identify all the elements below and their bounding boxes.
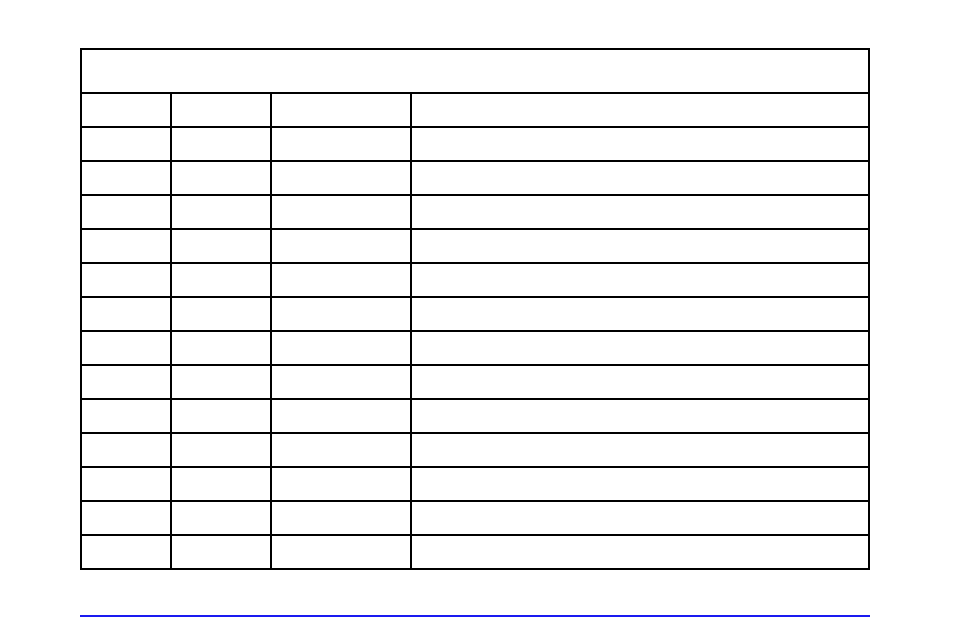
table-cell <box>171 433 271 467</box>
table-cell <box>171 535 271 569</box>
table-row <box>81 93 869 127</box>
table-cell <box>271 433 411 467</box>
table-header-band <box>81 49 869 93</box>
table-row <box>81 195 869 229</box>
table-cell <box>411 127 869 161</box>
table-container <box>80 48 870 570</box>
table-cell <box>171 365 271 399</box>
table-cell <box>171 161 271 195</box>
table-cell <box>171 263 271 297</box>
table-cell <box>411 331 869 365</box>
table-cell <box>81 535 171 569</box>
table-cell <box>271 93 411 127</box>
table-cell <box>81 127 171 161</box>
table-cell <box>271 535 411 569</box>
table-cell <box>81 161 171 195</box>
table-row <box>81 433 869 467</box>
table-cell <box>271 161 411 195</box>
table-cell <box>81 331 171 365</box>
table-cell <box>171 297 271 331</box>
table-cell <box>411 161 869 195</box>
table-cell <box>171 127 271 161</box>
table-row <box>81 297 869 331</box>
table-cell <box>411 263 869 297</box>
table-cell <box>81 433 171 467</box>
table-cell <box>411 365 869 399</box>
footer-divider <box>80 615 870 617</box>
table-cell <box>81 365 171 399</box>
table-cell <box>411 501 869 535</box>
table-row <box>81 161 869 195</box>
table-cell <box>81 501 171 535</box>
data-table <box>80 48 870 570</box>
table-cell <box>411 399 869 433</box>
table-cell <box>271 127 411 161</box>
table-cell <box>411 195 869 229</box>
table-cell <box>171 93 271 127</box>
table-row <box>81 467 869 501</box>
table-cell <box>81 93 171 127</box>
table-row <box>81 127 869 161</box>
table-header-cell <box>81 49 869 93</box>
table-row <box>81 263 869 297</box>
table-cell <box>81 467 171 501</box>
table-cell <box>411 467 869 501</box>
table-cell <box>81 229 171 263</box>
table-cell <box>171 229 271 263</box>
table-cell <box>411 229 869 263</box>
table-row <box>81 399 869 433</box>
table-row <box>81 501 869 535</box>
table-cell <box>411 535 869 569</box>
table-cell <box>271 229 411 263</box>
table-cell <box>81 263 171 297</box>
table-cell <box>81 399 171 433</box>
table-cell <box>271 501 411 535</box>
table-row <box>81 229 869 263</box>
table-cell <box>271 467 411 501</box>
table-cell <box>171 331 271 365</box>
table-cell <box>271 365 411 399</box>
table-row <box>81 535 869 569</box>
table-cell <box>171 501 271 535</box>
table-cell <box>411 433 869 467</box>
table-cell <box>171 195 271 229</box>
table-cell <box>81 195 171 229</box>
table-cell <box>171 467 271 501</box>
table-row <box>81 365 869 399</box>
table-cell <box>271 399 411 433</box>
table-cell <box>81 297 171 331</box>
table-cell <box>271 263 411 297</box>
table-cell <box>271 331 411 365</box>
table-row <box>81 331 869 365</box>
table-cell <box>271 297 411 331</box>
table-cell <box>411 93 869 127</box>
table-cell <box>271 195 411 229</box>
table-cell <box>171 399 271 433</box>
table-cell <box>411 297 869 331</box>
